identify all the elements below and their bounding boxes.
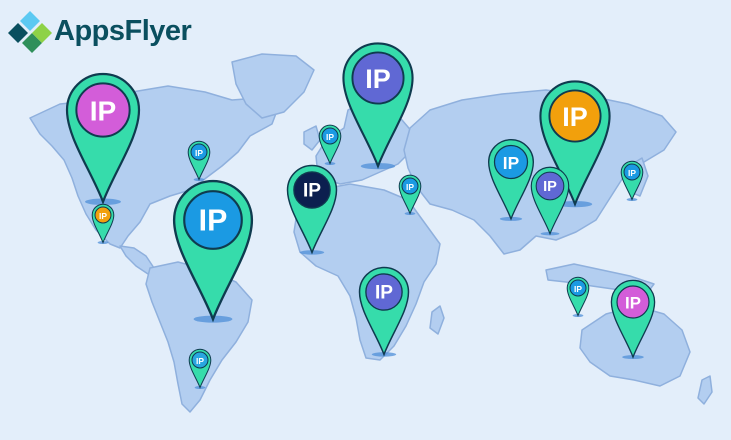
ip-badge	[548, 89, 602, 143]
ip-pin: IP	[172, 179, 254, 323]
ip-label: IP	[99, 211, 107, 221]
uk-shape	[303, 125, 321, 151]
ip-pin: IP	[610, 279, 656, 360]
ip-label: IP	[574, 284, 582, 294]
ip-badge	[623, 163, 641, 181]
ip-pin: IP	[91, 203, 115, 245]
ip-pin: IP	[487, 139, 535, 221]
ip-label: IP	[303, 181, 321, 202]
ip-label: IP	[195, 148, 203, 158]
ip-label: IP	[625, 294, 641, 313]
ip-badge	[191, 351, 209, 369]
ip-pin: IP	[188, 348, 212, 390]
ip-pin: IP	[398, 174, 422, 216]
ip-label: IP	[196, 356, 204, 366]
new-zealand-shape	[697, 375, 713, 405]
ip-label: IP	[199, 205, 228, 238]
ip-label: IP	[90, 96, 117, 127]
ip-label: IP	[543, 179, 557, 195]
ip-pin: IP	[620, 160, 644, 202]
ip-badge	[190, 143, 208, 161]
ip-badge	[75, 82, 131, 138]
ip-pin: IP	[566, 276, 590, 318]
ip-badge	[569, 279, 587, 297]
ip-label: IP	[375, 283, 393, 304]
ip-pin: IP	[358, 266, 410, 357]
ip-badge	[321, 127, 339, 145]
ip-pin: IP	[286, 164, 338, 255]
ip-pin: IP	[318, 124, 342, 166]
ip-badge	[401, 177, 419, 195]
africa-shape	[293, 183, 441, 361]
ip-label: IP	[503, 153, 519, 173]
ip-badge	[616, 285, 650, 319]
ip-badge	[535, 171, 565, 201]
ip-pin: IP	[530, 166, 570, 236]
ip-pin: IP	[539, 80, 611, 208]
appsflyer-logo-icon	[8, 11, 52, 53]
ip-badge	[365, 273, 403, 311]
madagascar-shape	[429, 305, 445, 335]
ip-badge	[183, 190, 243, 250]
ip-pins: IP IP IP IP IP IP IP IP IP IP IP IP IP IP IP IP	[65, 42, 656, 390]
greenland-shape	[231, 53, 315, 119]
ip-badge	[493, 144, 529, 180]
ip-label: IP	[406, 182, 414, 192]
ip-label: IP	[562, 102, 587, 132]
brand-logo: AppsFlyer	[8, 8, 192, 54]
ip-badge	[293, 171, 331, 209]
ip-badge	[351, 51, 405, 105]
ip-pin: IP	[65, 72, 141, 206]
south-america-shape	[145, 261, 253, 413]
ip-pin: IP	[342, 42, 414, 170]
ip-label: IP	[326, 132, 334, 142]
ip-pin: IP	[187, 140, 211, 182]
brand-name: AppsFlyer	[54, 14, 192, 47]
ip-label: IP	[628, 168, 636, 178]
ip-badge	[94, 206, 112, 224]
ip-label: IP	[365, 64, 390, 94]
